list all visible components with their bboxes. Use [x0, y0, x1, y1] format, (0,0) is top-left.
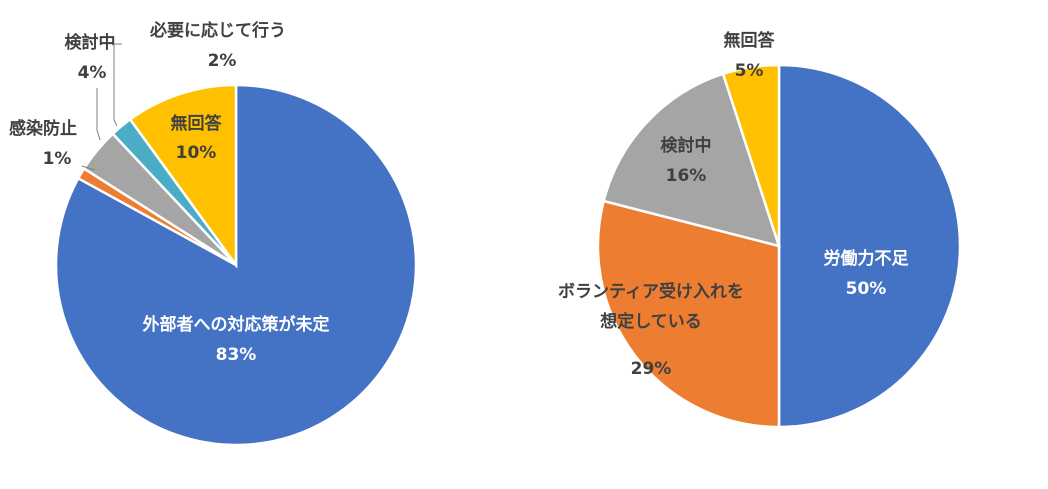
pie-slice — [777, 63, 962, 429]
slice-value-label: 29% — [631, 359, 672, 379]
leader-line — [96, 88, 101, 141]
slice-value-label: 5% — [735, 61, 764, 81]
pie-slice — [721, 63, 781, 247]
slice-label: 無回答 — [171, 113, 223, 134]
slice-value-label: 16% — [666, 166, 707, 186]
slice-label: 検討中 — [661, 135, 712, 156]
pie-slice — [54, 83, 418, 447]
leader-line — [113, 43, 122, 127]
slice-label: ボランティア受け入れを — [558, 281, 744, 302]
pie-slice — [596, 199, 781, 429]
slice-label: 必要に応じて行う — [149, 20, 286, 41]
pie-slice — [128, 83, 238, 269]
slice-value-label: 83% — [216, 345, 257, 365]
slice-value-label: 50% — [846, 279, 887, 299]
slice-label: 無回答 — [724, 30, 776, 51]
slice-value-label: 1% — [43, 149, 72, 169]
leader-line — [81, 165, 96, 171]
slice-label: 感染防止 — [9, 118, 77, 139]
slice-label: 外部者への対応策が未定 — [143, 314, 330, 335]
slice-label: 労働力不足 — [824, 248, 909, 269]
slice-value-label: 2% — [208, 51, 237, 71]
slice-value-label: 10% — [176, 143, 217, 163]
slice-label: 検討中 — [65, 32, 116, 53]
slice-value-label: 4% — [78, 63, 107, 83]
pie-slice — [602, 72, 781, 248]
slice-label: 想定している — [600, 311, 702, 332]
